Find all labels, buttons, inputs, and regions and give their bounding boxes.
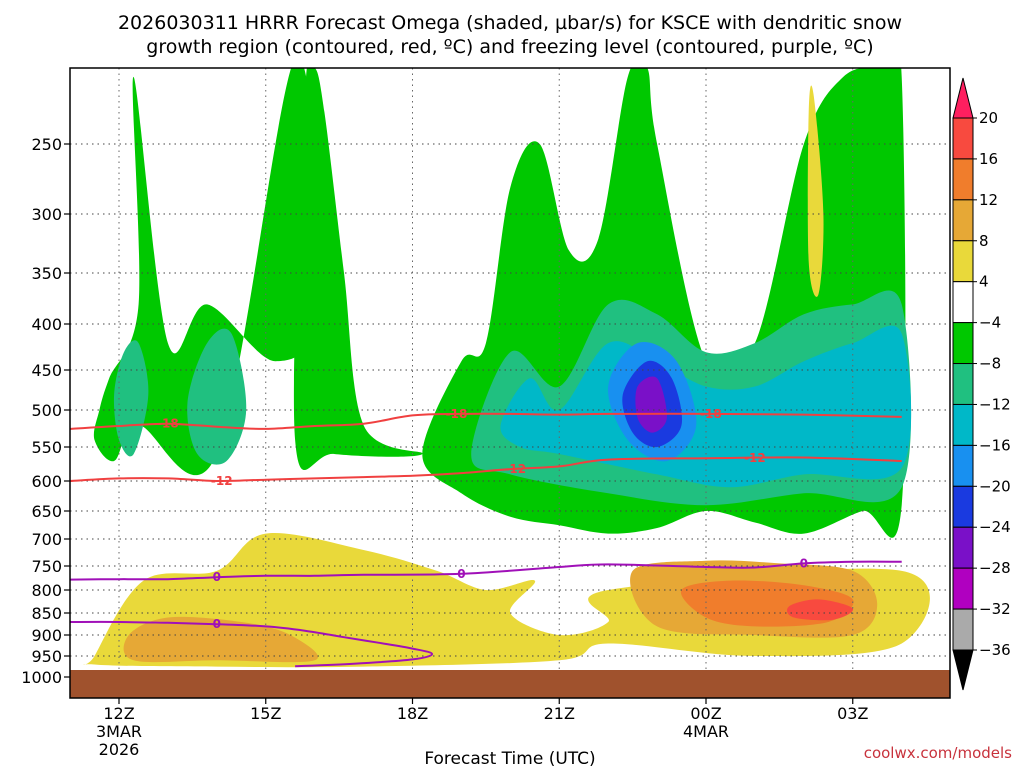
omega-shading — [83, 68, 930, 668]
x-axis-label: Forecast Time (UTC) — [424, 749, 595, 768]
chart-title-line1: 2026030311 HRRR Forecast Omega (shaded, … — [118, 12, 902, 34]
colorbar-block-1 — [952, 117, 974, 160]
dgz-lines-line-1 — [70, 456, 902, 483]
gridlines — [70, 68, 950, 698]
frz-lines-label: 0 — [213, 617, 221, 631]
colorbar-top-triangle — [952, 77, 974, 119]
colorbar-label-9: −20 — [979, 477, 1011, 495]
colorbar-label-12: −32 — [979, 600, 1011, 618]
y-tick-label-800: 800 — [31, 581, 62, 600]
omega-region-1 — [293, 68, 423, 470]
dgz-lines-label: -18 — [446, 407, 468, 421]
frz-lines-label: 0 — [213, 570, 221, 584]
y-tick-label-1000: 1000 — [21, 668, 62, 687]
colorbar-block-5 — [952, 281, 974, 324]
dgz-lines-label: -12 — [504, 462, 526, 476]
omega-region-12 — [123, 616, 319, 663]
dgz-lines-label: -18 — [700, 407, 722, 421]
y-tick-label-550: 550 — [31, 438, 62, 457]
colorbar-block-13 — [952, 608, 974, 651]
colorbar-legend: 20 16 12 8 4 −4 −8 −12 −16 −20 −24 −28 −32 −36 — [952, 77, 1011, 691]
colorbar-block-4 — [952, 240, 974, 283]
y-tick-label-250: 250 — [31, 135, 62, 154]
dgz-contours: -18 -18 -18 -12 -12 -12 — [70, 407, 902, 488]
plot-area: -18 -18 -18 -12 -12 -12 0 0 0 0 — [70, 68, 950, 698]
dgz-lines-label: -18 — [157, 417, 179, 431]
x-tick-label-03Z: 03Z — [837, 704, 868, 723]
omega-region-3 — [113, 340, 149, 457]
y-axis: 250 300 350 400 450 500 550 600 650 700 750 800 850 9… — [21, 135, 70, 687]
x-tick-year-12Z: 2026 — [99, 740, 140, 759]
colorbar-label-8: −16 — [979, 436, 1011, 454]
y-tick-label-700: 700 — [31, 530, 62, 549]
chart-title-line2: growth region (contoured, red, ºC) and f… — [146, 36, 873, 58]
colorbar-block-10 — [952, 485, 974, 528]
y-tick-label-500: 500 — [31, 401, 62, 420]
omega-region-11 — [807, 85, 824, 297]
colorbar-label-0: 20 — [979, 109, 998, 127]
colorbar-label-13: −36 — [979, 641, 1011, 659]
y-tick-label-450: 450 — [31, 361, 62, 380]
colorbar-label-10: −24 — [979, 518, 1011, 536]
colorbar-block-8 — [952, 403, 974, 446]
colorbar-block-6 — [952, 322, 974, 365]
colorbar-block-3 — [952, 199, 974, 242]
colorbar-block-11 — [952, 526, 974, 569]
x-tick-date-12Z: 3MAR — [96, 722, 142, 741]
x-tick-label-00Z: 00Z — [690, 704, 721, 723]
y-tick-label-650: 650 — [31, 502, 62, 521]
terrain-below-ground — [70, 670, 950, 698]
dgz-lines-line-0 — [70, 412, 902, 430]
x-tick-label-18Z: 18Z — [397, 704, 428, 723]
colorbar-label-11: −28 — [979, 559, 1011, 577]
x-tick-label-21Z: 21Z — [544, 704, 575, 723]
frz-lines-line-1 — [70, 620, 434, 668]
frz-lines-label: 0 — [457, 567, 465, 581]
colorbar-block-2 — [952, 158, 974, 201]
y-tick-label-850: 850 — [31, 604, 62, 623]
freezing-level-contours: 0 0 0 0 — [70, 556, 902, 668]
colorbar-block-12 — [952, 567, 974, 610]
colorbar-label-5: −4 — [979, 314, 1001, 332]
colorbar-block-7 — [952, 363, 974, 405]
frz-lines-line-0 — [70, 560, 902, 581]
colorbar-label-4: 4 — [979, 273, 989, 291]
x-tick-label-12Z: 12Z — [103, 704, 134, 723]
frz-lines-label: 0 — [800, 556, 808, 570]
omega-region-4 — [187, 328, 247, 465]
colorbar-label-6: −8 — [979, 355, 1001, 373]
y-tick-label-300: 300 — [31, 205, 62, 224]
omega-region-0 — [93, 68, 321, 475]
x-tick-date-00Z: 4MAR — [683, 722, 729, 741]
colorbar-label-3: 8 — [979, 232, 989, 250]
y-tick-label-750: 750 — [31, 557, 62, 576]
x-tick-label-15Z: 15Z — [250, 704, 281, 723]
y-tick-label-900: 900 — [31, 626, 62, 645]
colorbar-block-9 — [952, 444, 974, 487]
colorbar-bottom-triangle — [952, 649, 974, 691]
dgz-lines-label: -12 — [744, 451, 766, 465]
colorbar-label-7: −12 — [979, 395, 1011, 413]
colorbar-label-1: 16 — [979, 150, 998, 168]
y-tick-label-950: 950 — [31, 647, 62, 666]
dgz-lines-label: -12 — [211, 474, 233, 488]
y-tick-label-400: 400 — [31, 315, 62, 334]
y-tick-label-600: 600 — [31, 472, 62, 491]
colorbar-label-2: 12 — [979, 191, 998, 209]
plot-frame — [69, 67, 951, 699]
omega-region-15 — [786, 599, 854, 621]
credit-text: coolwx.com/models — [864, 744, 1012, 762]
omega-region-9 — [635, 376, 667, 433]
y-tick-label-350: 350 — [31, 264, 62, 283]
